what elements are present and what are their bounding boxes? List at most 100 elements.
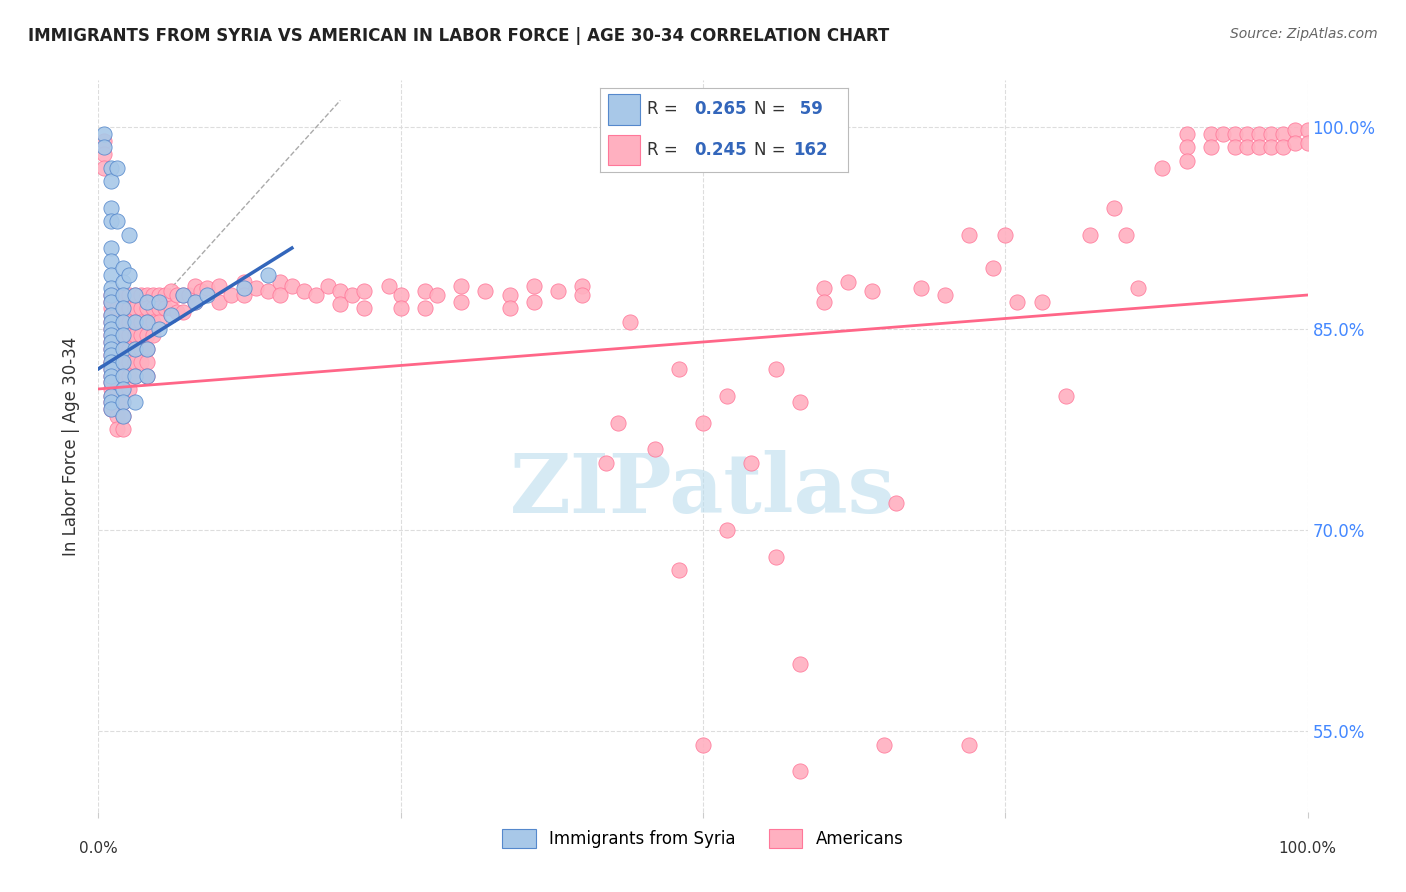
Point	[111, 288, 134, 302]
Point	[124, 342, 146, 356]
Point	[195, 288, 218, 302]
Point	[124, 342, 146, 356]
Text: Source: ZipAtlas.com: Source: ZipAtlas.com	[1230, 27, 1378, 41]
Point	[111, 342, 134, 356]
Point	[111, 315, 134, 329]
Point	[100, 395, 122, 409]
Point	[1260, 127, 1282, 141]
Text: 0.0%: 0.0%	[79, 841, 118, 856]
Point	[100, 301, 122, 316]
Point	[523, 278, 546, 293]
Point	[190, 284, 212, 298]
Point	[100, 321, 122, 335]
Point	[124, 288, 146, 302]
Point	[765, 549, 787, 564]
Point	[105, 395, 128, 409]
Point	[342, 288, 364, 302]
Point	[105, 368, 128, 383]
Point	[100, 342, 122, 356]
Point	[135, 342, 157, 356]
Point	[1128, 281, 1150, 295]
Point	[100, 402, 122, 417]
Point	[813, 281, 835, 295]
Point	[111, 395, 134, 409]
Point	[1199, 127, 1222, 141]
Point	[100, 328, 122, 343]
Point	[281, 278, 304, 293]
Point	[100, 288, 122, 302]
Point	[135, 288, 157, 302]
Point	[195, 281, 218, 295]
Point	[245, 281, 267, 295]
Point	[644, 442, 666, 457]
Point	[1236, 140, 1258, 154]
Point	[994, 227, 1017, 242]
Point	[232, 275, 254, 289]
Point	[111, 409, 134, 423]
Point	[450, 294, 472, 309]
Point	[111, 328, 134, 343]
Point	[111, 261, 134, 276]
Point	[353, 284, 375, 298]
Point	[100, 161, 122, 175]
Point	[100, 348, 122, 362]
Point	[269, 275, 291, 289]
Point	[1260, 140, 1282, 154]
Point	[353, 301, 375, 316]
Point	[957, 738, 980, 752]
Point	[1031, 294, 1053, 309]
Point	[111, 422, 134, 436]
Point	[105, 342, 128, 356]
Text: IMMIGRANTS FROM SYRIA VS AMERICAN IN LABOR FORCE | AGE 30-34 CORRELATION CHART: IMMIGRANTS FROM SYRIA VS AMERICAN IN LAB…	[28, 27, 890, 45]
Point	[93, 140, 115, 154]
Point	[111, 301, 134, 316]
Point	[523, 294, 546, 309]
Point	[111, 328, 134, 343]
Point	[166, 305, 188, 319]
Point	[100, 315, 122, 329]
Point	[1175, 127, 1198, 141]
Point	[100, 355, 122, 369]
Point	[118, 268, 141, 282]
Point	[142, 301, 165, 316]
Point	[148, 288, 170, 302]
Point	[100, 395, 122, 409]
Point	[232, 281, 254, 295]
Point	[100, 294, 122, 309]
Point	[100, 361, 122, 376]
Point	[135, 328, 157, 343]
Point	[135, 315, 157, 329]
Point	[148, 321, 170, 335]
Text: 100.0%: 100.0%	[1278, 841, 1337, 856]
Point	[118, 368, 141, 383]
Point	[292, 284, 315, 298]
Point	[813, 294, 835, 309]
Point	[105, 315, 128, 329]
Point	[716, 523, 738, 537]
Point	[100, 214, 122, 228]
Point	[571, 278, 593, 293]
Point	[111, 342, 134, 356]
Point	[105, 161, 128, 175]
Point	[148, 301, 170, 316]
Point	[100, 389, 122, 403]
Point	[1115, 227, 1137, 242]
Point	[118, 328, 141, 343]
Point	[135, 355, 157, 369]
Point	[135, 315, 157, 329]
Point	[111, 288, 134, 302]
Point	[1236, 127, 1258, 141]
Point	[256, 284, 278, 298]
Point	[1249, 127, 1271, 141]
Point	[153, 301, 176, 316]
Point	[1054, 389, 1077, 403]
Point	[172, 288, 194, 302]
Point	[111, 395, 134, 409]
Point	[619, 315, 641, 329]
Point	[142, 315, 165, 329]
Point	[100, 268, 122, 282]
Point	[100, 201, 122, 215]
Point	[1223, 140, 1246, 154]
Point	[100, 376, 122, 390]
Point	[160, 308, 183, 322]
